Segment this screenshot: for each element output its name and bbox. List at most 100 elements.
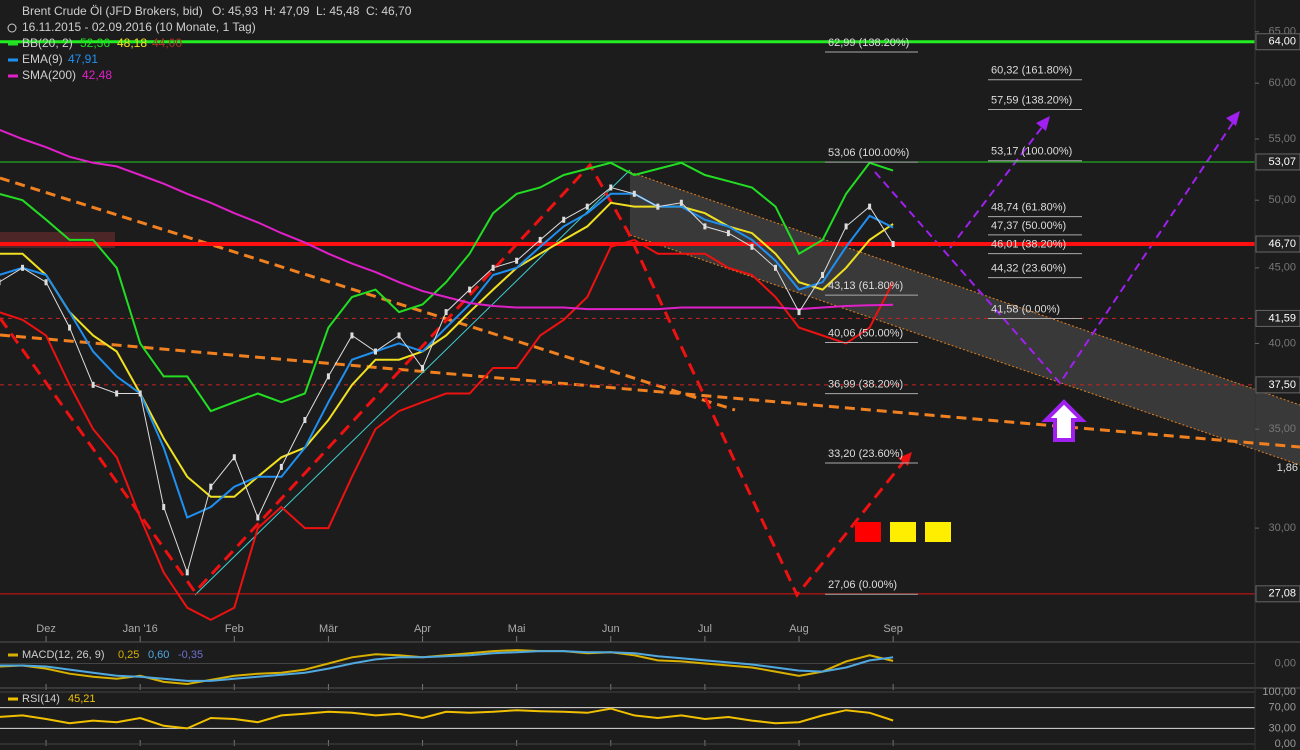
price-point: [185, 569, 189, 576]
legend-value: 45,21: [68, 693, 96, 705]
fib-label: 44,32 (23.60%): [991, 263, 1066, 275]
fib-label: 33,20 (23.60%): [828, 448, 903, 460]
up-arrow: [1041, 399, 1087, 442]
x-tick-label: Jun: [602, 623, 620, 635]
price-point: [585, 203, 589, 210]
price-point: [844, 223, 848, 230]
price-point: [209, 483, 213, 490]
legend-value: 42,48: [82, 68, 112, 82]
price-point: [279, 463, 283, 470]
fib-label: 41,58 (0.00%): [991, 303, 1060, 315]
price-point: [726, 230, 730, 237]
level-label: 64,00: [1268, 36, 1296, 48]
level-label-box: [1255, 235, 1300, 253]
legend-entry: EMA(9): [22, 52, 63, 66]
legend-value: 52,36: [80, 36, 110, 50]
legend-entry: BB(20, 2): [22, 36, 73, 50]
price-point: [538, 236, 542, 243]
price-point: [750, 243, 754, 250]
fib-label: 27,06 (0.00%): [828, 579, 897, 591]
x-tick-label: Jan '16: [123, 623, 158, 635]
price-point: [232, 454, 236, 461]
price-point: [91, 381, 95, 388]
fib-label: 47,37 (50.00%): [991, 220, 1066, 232]
price-point: [773, 264, 777, 271]
x-tick-label: Feb: [225, 623, 244, 635]
y-tick-label: 45,00: [1268, 262, 1296, 274]
price-point: [350, 332, 354, 339]
price-point: [797, 309, 801, 316]
price-point: [609, 184, 613, 191]
price-point: [256, 514, 260, 521]
arrow-head: [1226, 111, 1240, 126]
title: Brent Crude Öl (JFD Brokers, bid): [22, 4, 203, 18]
price-point: [562, 216, 566, 223]
price-point: [632, 190, 636, 197]
legend-value: 0,60: [148, 649, 169, 661]
price-point: [491, 264, 495, 271]
bb-upper: [0, 161, 894, 413]
legend-value: 48,18: [117, 36, 147, 50]
price-point: [162, 504, 166, 511]
fib-label: 48,74 (61.80%): [991, 201, 1066, 213]
level-label-box: [1255, 153, 1300, 171]
price-point: [868, 203, 872, 210]
legend-value: 0,25: [118, 649, 139, 661]
y-tick-label: 60,00: [1268, 77, 1296, 89]
axis-label: 1,86: [1277, 462, 1298, 474]
indicator-line: [0, 192, 894, 519]
ohlc: C: 46,70: [366, 4, 412, 18]
legend-entry: RSI(14): [22, 693, 60, 705]
price-point: [326, 373, 330, 380]
price-point: [444, 309, 448, 316]
macd-line: [0, 650, 894, 682]
fib-label: 53,17 (100.00%): [991, 146, 1072, 158]
price-point: [821, 271, 825, 278]
bb-middle: [0, 201, 894, 498]
signal-box: [855, 522, 881, 542]
indicator-line: [0, 129, 894, 311]
y-tick-label: 30,00: [1268, 522, 1296, 534]
y-tick-label: 100,00: [1262, 686, 1296, 698]
y-tick-label: 30,00: [1268, 722, 1296, 734]
fib-label: 40,06 (50.00%): [828, 327, 903, 339]
x-tick-label: Mai: [508, 623, 526, 635]
wave-path: [0, 162, 907, 598]
level-label: 41,59: [1268, 312, 1296, 324]
y-tick-label: 0,00: [1275, 738, 1296, 750]
price-point: [373, 348, 377, 355]
price-point: [115, 390, 119, 397]
arrow-head: [1036, 116, 1050, 131]
arrow-head: [898, 452, 912, 466]
legend-value: -0,35: [178, 649, 203, 661]
price-point: [68, 324, 72, 331]
level-label-box: [1255, 33, 1300, 51]
x-tick-label: Mär: [319, 623, 338, 635]
fib-label: 57,59 (138.20%): [991, 94, 1072, 106]
price-point: [421, 364, 425, 371]
y-tick-label: 70,00: [1268, 702, 1296, 714]
price-point: [703, 223, 707, 230]
fib-label: 46,01 (38.20%): [991, 238, 1066, 250]
level-label: 27,08: [1268, 588, 1296, 600]
price-point: [303, 417, 307, 424]
price-point: [891, 241, 895, 248]
clock-icon: [7, 23, 17, 33]
level-label-box: [1255, 585, 1300, 603]
x-tick-label: Dez: [36, 623, 56, 635]
y-tick-label: 0,00: [1275, 657, 1296, 669]
period: 16.11.2015 - 02.09.2016 (10 Monate, 1 Ta…: [22, 20, 256, 34]
price-point: [515, 257, 519, 264]
fib-label: 62,99 (138.20%): [828, 37, 909, 49]
level-label: 46,70: [1268, 238, 1296, 250]
fib-label: 60,32 (161.80%): [991, 65, 1072, 77]
y-tick-label: 50,00: [1268, 194, 1296, 206]
level-label-box: [1255, 309, 1300, 327]
price-point: [397, 332, 401, 339]
bb-lower: [0, 238, 894, 622]
trendline: [0, 333, 1300, 449]
price-point: [138, 390, 142, 397]
fib-label: 36,99 (38.20%): [828, 379, 903, 391]
signal-box: [890, 522, 916, 542]
price-point: [468, 286, 472, 293]
